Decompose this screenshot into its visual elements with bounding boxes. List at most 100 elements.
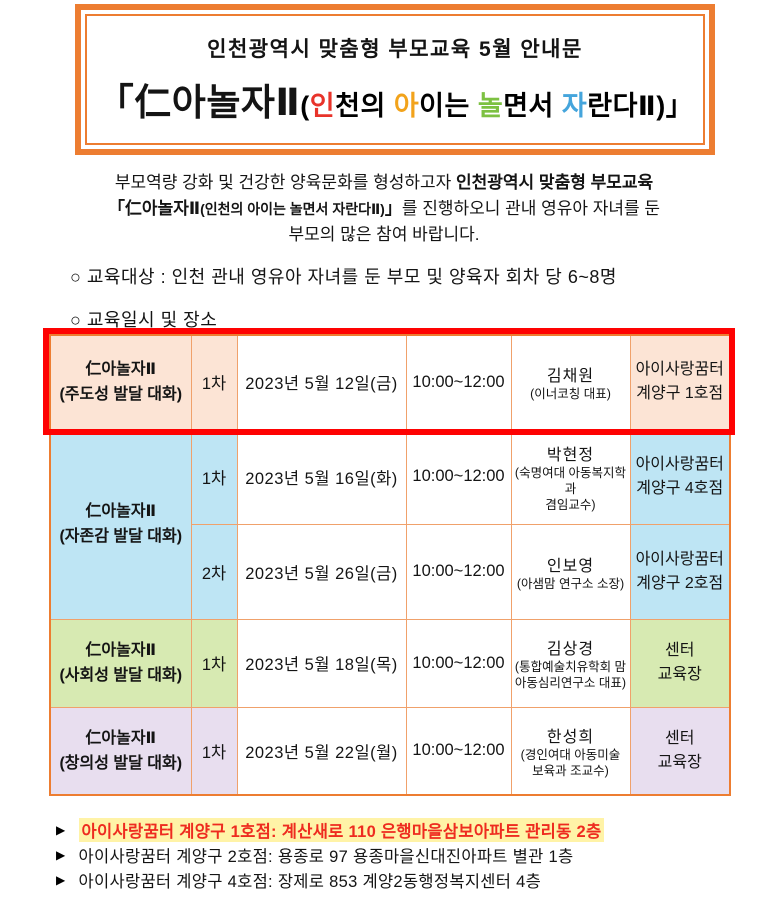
instructor-cell: 박현정 (숙명여대 아동복지학과 겸임교수) [510, 428, 631, 525]
title-box-inner: 인천광역시 맞춤형 부모교육 5월 안내문 「仁아놀자Ⅱ(인천의 아이는 놀면서… [85, 14, 705, 145]
time-cell: 10:00~12:00 [405, 618, 512, 708]
title-colored-segment: 인 [309, 91, 336, 121]
program-subtitle: (사회성 발달 대화) [59, 667, 183, 684]
program-title: 仁아놀자Ⅱ [85, 729, 157, 747]
schedule-row: 2차 2023년 5월 26일(금) 10:00~12:00 인보영 (아샘맘 연구소 … [50, 523, 731, 620]
date-cell: 2023년 5월 22일(월) [236, 706, 407, 796]
program-title: 仁아놀자Ⅱ [85, 361, 157, 379]
program-cell: 仁아놀자Ⅱ (주도성 발달 대화) [49, 334, 192, 430]
round-cell: 1차 [190, 706, 238, 796]
instructor-cell: 김채원 (이너코칭 대표) [510, 334, 631, 430]
location-line: 아이사랑꿈터 [635, 361, 724, 379]
instructor-affiliation: (경인여대 아동미술 [520, 747, 621, 762]
location-line: 교육장 [657, 753, 702, 771]
title-colored-segment: 란다Ⅱ)」 [587, 91, 694, 121]
instructor-cell: 인보영 (아샘맘 연구소 소장) [510, 523, 631, 620]
intro-segment: 를 진행하오니 관내 영유아 자녀를 둔 [401, 199, 661, 218]
intro-paragraph: 부모역량 강화 및 건강한 양육문화를 형성하고자 인천광역시 맞춤형 부모교육… [38, 170, 730, 248]
instructor-affiliation: (아샘맘 연구소 소장) [516, 576, 625, 591]
location-line: 계양구 2호점 [636, 574, 724, 592]
location-cell: 센터 교육장 [629, 618, 731, 708]
round-cell: 1차 [190, 618, 238, 708]
date-cell: 2023년 5월 18일(목) [236, 618, 407, 708]
note-line: ▶ 아이사랑꿈터 계양구 2호점: 용종로 97 용종마을신대진아파트 별관 1층 [56, 842, 604, 867]
intro-segment: 인천광역시 맞춤형 부모교육 [456, 173, 654, 192]
instructor-affiliation: 보육과 조교수) [532, 763, 609, 778]
location-line: 센터 [665, 729, 695, 747]
instructor-name: 한성희 [546, 728, 595, 746]
intro-line: 부모역량 강화 및 건강한 양육문화를 형성하고자 인천광역시 맞춤형 부모교육 [38, 170, 730, 196]
instructor-affiliation: (통합예술치유학회 맘 [514, 660, 627, 674]
note-text: 아이사랑꿈터 계양구 4호점: 장제로 853 계양2동행정복지센터 4층 [78, 872, 542, 891]
program-cell: 仁아놀자Ⅱ (자존감 발달 대화) [49, 428, 192, 620]
date-cell: 2023년 5월 12일(금) [236, 334, 407, 430]
date-cell: 2023년 5월 16일(화) [236, 428, 407, 525]
document-title-colored: (인천의 아이는 놀면서 자란다Ⅱ)」 [300, 91, 693, 121]
location-line: 아이사랑꿈터 [635, 455, 724, 473]
schedule-row: 仁아놀자Ⅱ (주도성 발달 대화) 1차 2023년 5월 12일(금) 10:00~1… [49, 334, 731, 430]
instructor-affiliation: (숙명여대 아동복지학과 [514, 465, 627, 496]
instructor-cell: 한성희 (경인여대 아동미술 보육과 조교수) [510, 706, 631, 796]
instructor-affiliation: 아동심리연구소 대표) [514, 676, 627, 690]
intro-segment: (인천의 아이는 놀면서 자란다Ⅱ) [200, 201, 385, 217]
schedule-row: 仁아놀자Ⅱ (자존감 발달 대화) 1차 2023년 5월 16일(화) 10:00~1… [49, 428, 731, 620]
instructor-name: 김채원 [546, 368, 595, 386]
note-text: 아이사랑꿈터 계양구 2호점: 용종로 97 용종마을신대진아파트 별관 1층 [78, 847, 574, 866]
intro-line: 부모의 많은 참여 바랍니다. [38, 222, 730, 248]
time-cell: 10:00~12:00 [405, 706, 512, 796]
triangle-bullet-icon: ▶ [56, 822, 66, 837]
instructor-affiliation: 겸임교수) [545, 497, 596, 512]
date-cell: 2023년 5월 26일(금) [236, 523, 407, 620]
schedule-row: 仁아놀자Ⅱ (사회성 발달 대화) 1차 2023년 5월 18일(목) 10:00~1… [49, 618, 731, 708]
round-cell: 1차 [190, 334, 238, 430]
program-subtitle: (창의성 발달 대화) [59, 754, 183, 772]
program-title: 仁아놀자Ⅱ [85, 503, 157, 520]
title-colored-segment: 천의 [335, 91, 394, 121]
intro-segment: 「仁아놀자Ⅱ [107, 199, 201, 218]
triangle-bullet-icon: ▶ [56, 847, 66, 862]
title-colored-segment: 자 [561, 91, 588, 121]
document-title-main: 「仁아놀자Ⅱ [96, 82, 301, 123]
document-title: 「仁아놀자Ⅱ(인천의 아이는 놀면서 자란다Ⅱ)」 [97, 72, 693, 126]
title-colored-segment: 아 [393, 91, 420, 121]
round-cell: 1차 [190, 428, 238, 525]
instructor-name: 김상경 [546, 641, 595, 658]
program-cell: 仁아놀자Ⅱ (사회성 발달 대화) [49, 618, 192, 708]
location-line: 계양구 1호점 [636, 385, 724, 403]
location-cell: 아이사랑꿈터 계양구 2호점 [629, 523, 731, 620]
schedule-table-wrap: 仁아놀자Ⅱ (주도성 발달 대화) 1차 2023년 5월 12일(금) 10:00~1… [43, 328, 735, 796]
intro-segment: 부모역량 강화 및 건강한 양육문화를 형성하고자 [114, 173, 456, 192]
document-subtitle: 인천광역시 맞춤형 부모교육 5월 안내문 [207, 38, 583, 61]
education-schedule-line: ○ 교육일시 및 장소 [70, 310, 218, 330]
title-colored-segment: ( [300, 91, 310, 121]
location-line: 계양구 4호점 [636, 479, 724, 497]
time-cell: 10:00~12:00 [405, 334, 512, 430]
instructor-name: 박현정 [546, 446, 595, 464]
time-cell: 10:00~12:00 [405, 523, 512, 620]
triangle-bullet-icon: ▶ [56, 872, 66, 887]
program-subtitle: (자존감 발달 대화) [59, 528, 183, 545]
title-box: 인천광역시 맞춤형 부모교육 5월 안내문 「仁아놀자Ⅱ(인천의 아이는 놀면서… [75, 4, 715, 155]
intro-line: 「仁아놀자Ⅱ(인천의 아이는 놀면서 자란다Ⅱ)」를 진행하오니 관내 영유아 … [38, 196, 730, 222]
program-title: 仁아놀자Ⅱ [85, 642, 157, 659]
note-text: 아이사랑꿈터 계양구 1호점: 계산새로 110 은행마을삼보아파트 관리동 2… [78, 817, 605, 842]
title-colored-segment: 놀 [477, 91, 504, 121]
program-cell: 仁아놀자Ⅱ (창의성 발달 대화) [49, 706, 192, 796]
instructor-affiliation: (이너코칭 대표) [530, 387, 611, 402]
note-line: ▶ 아이사랑꿈터 계양구 4호점: 장제로 853 계양2동행정복지센터 4층 [56, 867, 604, 892]
intro-segment: 」 [384, 199, 402, 218]
round-cell: 2차 [190, 523, 238, 620]
time-cell: 10:00~12:00 [405, 428, 512, 525]
schedule-table: 仁아놀자Ⅱ (주도성 발달 대화) 1차 2023년 5월 12일(금) 10:00~1… [49, 334, 731, 796]
title-colored-segment: 면서 [503, 91, 562, 121]
note-line: ▶ 아이사랑꿈터 계양구 1호점: 계산새로 110 은행마을삼보아파트 관리동 … [56, 817, 605, 842]
title-colored-segment: 이는 [419, 91, 478, 121]
instructor-name: 인보영 [546, 557, 595, 575]
program-subtitle: (주도성 발달 대화) [59, 386, 183, 404]
location-line: 센터 [665, 642, 695, 659]
